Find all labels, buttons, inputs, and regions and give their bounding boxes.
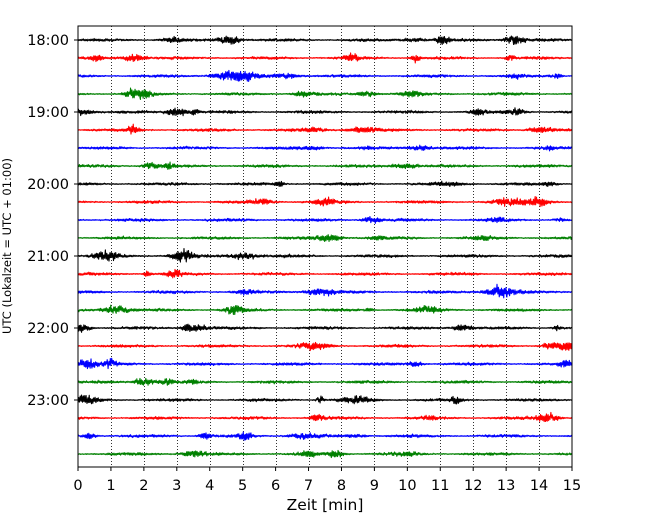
- trace-2045: [77, 234, 573, 242]
- trace-2145: [77, 304, 573, 316]
- trace-2330: [77, 431, 573, 441]
- trace-2015: [77, 196, 573, 208]
- x-axis-ticks: 0 1 2 3 4 5 6 7 8 9 10 11 12 13 14 15: [73, 467, 581, 494]
- plot-frame: [77, 25, 573, 468]
- trace-2030: [77, 216, 573, 224]
- x-tick-label: 11: [431, 478, 449, 494]
- trace-1930: [77, 144, 573, 152]
- trace-1830: [77, 69, 573, 82]
- y-tick-label: 21:00: [27, 249, 69, 265]
- x-tick-label: 3: [172, 478, 181, 494]
- y-tick-label: 18:00: [27, 33, 69, 49]
- trace-1845: [77, 87, 573, 100]
- x-tick-label: 6: [271, 478, 280, 494]
- x-tick-label: 12: [464, 478, 482, 494]
- x-tick-label: 7: [304, 478, 313, 494]
- y-axis-label: UTC (Lokalzeit = UTC + 01:00): [0, 158, 14, 334]
- trace-1945: [77, 161, 573, 170]
- x-tick-label: 9: [370, 478, 379, 494]
- trace-2345: [77, 449, 573, 459]
- x-tick-label: 2: [139, 478, 148, 494]
- trace-2245: [77, 377, 573, 386]
- trace-1800: [77, 35, 573, 46]
- x-tick-label: 10: [398, 478, 416, 494]
- y-tick-label: 20:00: [27, 177, 69, 193]
- trace-2230: [77, 357, 573, 370]
- trace-1915: [77, 123, 573, 135]
- trace-2215: [77, 341, 573, 352]
- trace-2315: [77, 411, 573, 423]
- x-tick-label: 4: [205, 478, 214, 494]
- y-tick-label: 23:00: [27, 393, 69, 409]
- x-axis-label: Zeit [min]: [287, 496, 364, 514]
- seismogram-traces: [77, 35, 573, 459]
- y-axis-ticks: 18:00 19:00 20:00 21:00 22:00 23:00: [27, 33, 78, 409]
- trace-1900: [77, 107, 573, 117]
- x-tick-label: 1: [106, 478, 115, 494]
- trace-2200: [77, 323, 573, 333]
- x-tick-label: 13: [497, 478, 515, 494]
- x-tick-label: 8: [337, 478, 346, 494]
- trace-1815: [77, 52, 573, 64]
- trace-2300: [77, 394, 573, 405]
- y-tick-label: 19:00: [27, 105, 69, 121]
- trace-2100: [77, 247, 573, 263]
- trace-2130: [77, 283, 573, 299]
- x-tick-label: 15: [563, 478, 581, 494]
- y-tick-label: 22:00: [27, 321, 69, 337]
- x-tick-label: 5: [238, 478, 247, 494]
- x-tick-label: 0: [73, 478, 82, 494]
- trace-2000: [77, 180, 573, 188]
- x-tick-label: 14: [530, 478, 548, 494]
- trace-2115: [77, 268, 573, 279]
